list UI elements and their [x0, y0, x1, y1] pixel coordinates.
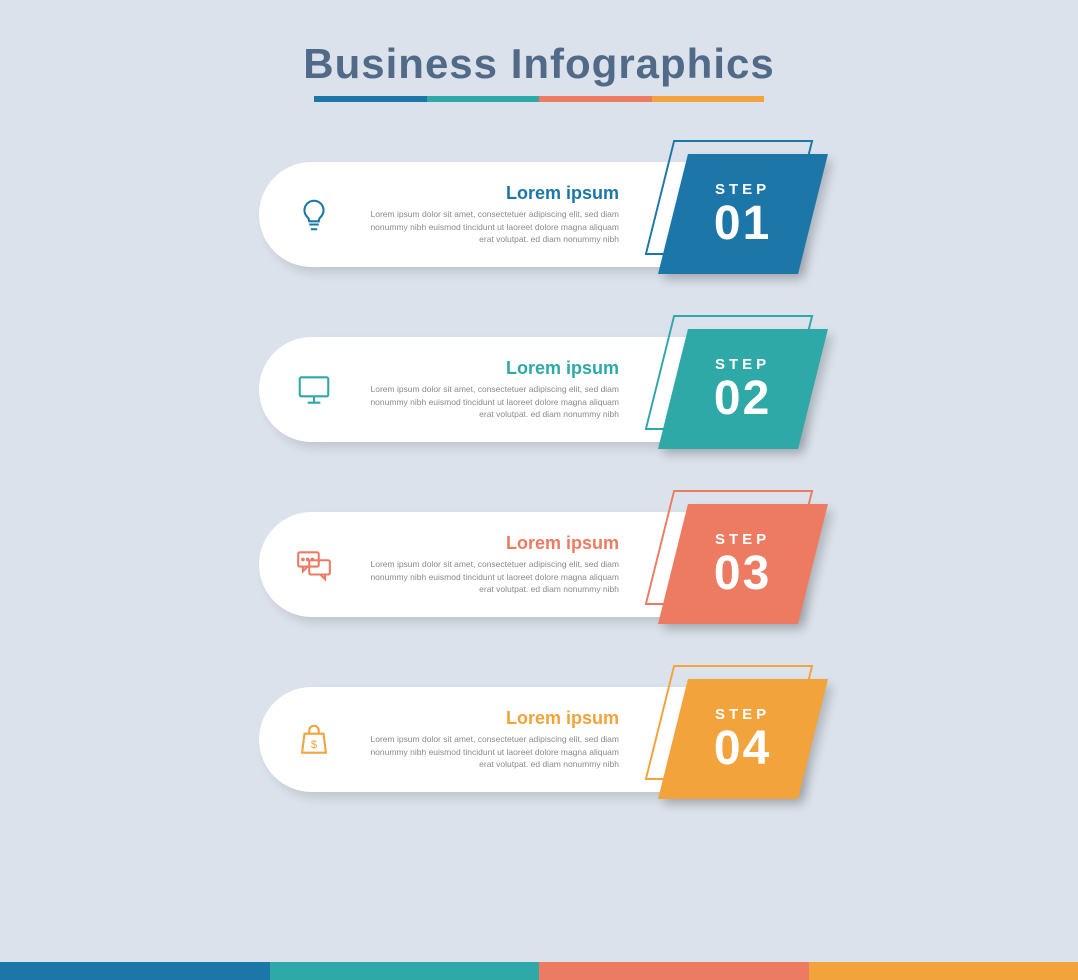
step-3: Lorem ipsum Lorem ipsum dolor sit amet, … [259, 512, 819, 617]
footer-seg-3 [539, 962, 809, 980]
underline-seg-1 [314, 96, 427, 102]
badge-number: 03 [714, 550, 771, 598]
step-4: $ Lorem ipsum Lorem ipsum dolor sit amet… [259, 687, 819, 792]
badge-label: STEP [714, 181, 771, 198]
step-desc: Lorem ipsum dolor sit amet, consectetuer… [369, 208, 619, 246]
badge-number: 02 [714, 375, 771, 423]
step-badge: STEP 01 [659, 140, 829, 290]
badge-fill: STEP 04 [658, 679, 828, 799]
badge-number: 01 [714, 200, 771, 248]
underline-seg-4 [652, 96, 765, 102]
footer-seg-1 [0, 962, 270, 980]
monitor-icon [259, 371, 369, 409]
step-heading: Lorem ipsum [369, 533, 619, 554]
steps-container: Lorem ipsum Lorem ipsum dolor sit amet, … [0, 162, 1078, 792]
badge-label: STEP [714, 706, 771, 723]
underline-seg-2 [427, 96, 540, 102]
step-heading: Lorem ipsum [369, 708, 619, 729]
step-heading: Lorem ipsum [369, 358, 619, 379]
title-underline [314, 96, 764, 102]
step-desc: Lorem ipsum dolor sit amet, consectetuer… [369, 558, 619, 596]
step-badge: STEP 03 [659, 490, 829, 640]
step-desc: Lorem ipsum dolor sit amet, consectetuer… [369, 383, 619, 421]
step-badge: STEP 02 [659, 315, 829, 465]
step-1: Lorem ipsum Lorem ipsum dolor sit amet, … [259, 162, 819, 267]
footer-seg-4 [809, 962, 1078, 980]
chat-icon [259, 546, 369, 584]
step-2: Lorem ipsum Lorem ipsum dolor sit amet, … [259, 337, 819, 442]
step-heading: Lorem ipsum [369, 183, 619, 204]
svg-text:$: $ [311, 738, 317, 750]
badge-fill: STEP 01 [658, 154, 828, 274]
step-badge: STEP 04 [659, 665, 829, 815]
badge-number: 04 [714, 725, 771, 773]
badge-fill: STEP 03 [658, 504, 828, 624]
page-title: Business Infographics [0, 0, 1078, 88]
bulb-icon [259, 196, 369, 234]
badge-label: STEP [714, 531, 771, 548]
bag-icon: $ [259, 721, 369, 759]
badge-label: STEP [714, 356, 771, 373]
underline-seg-3 [539, 96, 652, 102]
badge-fill: STEP 02 [658, 329, 828, 449]
footer-seg-2 [270, 962, 540, 980]
step-desc: Lorem ipsum dolor sit amet, consectetuer… [369, 733, 619, 771]
footer-bar [0, 962, 1078, 980]
